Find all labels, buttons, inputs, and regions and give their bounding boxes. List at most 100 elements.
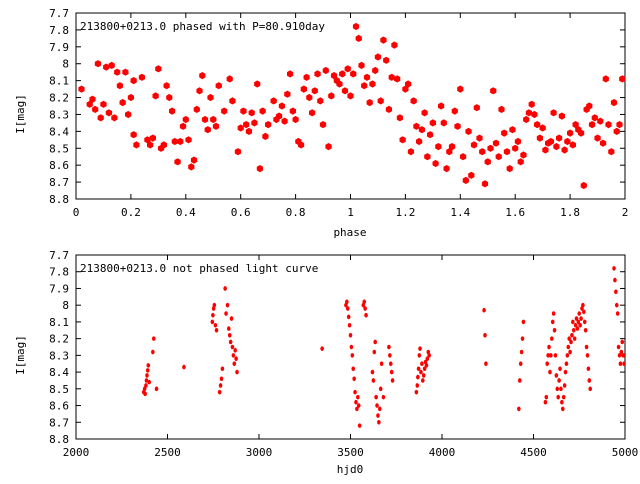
data-point (276, 112, 283, 120)
data-point (597, 117, 604, 125)
data-point (421, 109, 428, 117)
data-point (379, 361, 384, 367)
data-point (563, 369, 568, 375)
data-point (435, 143, 442, 151)
data-point (259, 107, 266, 115)
data-point (377, 97, 384, 105)
data-point (418, 346, 422, 351)
data-point (144, 378, 149, 383)
data-point (364, 312, 368, 318)
data-point (572, 121, 579, 129)
x-tick-label: 4500 (520, 446, 547, 459)
data-point (525, 109, 532, 117)
data-point (578, 322, 582, 328)
y-tick-label: 8.6 (49, 400, 69, 413)
data-point (407, 148, 414, 156)
data-point (553, 353, 558, 358)
data-point (144, 136, 151, 144)
data-point (616, 344, 621, 350)
data-point (111, 114, 118, 122)
data-point (566, 344, 571, 350)
data-point (560, 399, 564, 405)
data-point (353, 389, 357, 395)
data-point (374, 394, 378, 400)
data-point (372, 349, 377, 355)
data-point (414, 389, 419, 395)
data-point (146, 363, 151, 368)
data-point (322, 66, 329, 75)
data-point (617, 353, 622, 358)
data-point (528, 100, 535, 108)
data-point (185, 136, 192, 144)
data-point (573, 322, 578, 328)
data-point (229, 97, 236, 105)
data-point (476, 134, 483, 142)
x-axis-label-phase: phase (333, 226, 366, 239)
data-point (618, 361, 623, 367)
data-point (226, 75, 233, 83)
data-point (546, 353, 550, 358)
data-point (605, 121, 612, 129)
data-point (558, 366, 562, 372)
data-point (230, 344, 235, 350)
data-point (594, 134, 601, 142)
data-point (571, 319, 575, 325)
phased-points (78, 22, 626, 190)
y-tick-label: 7.9 (49, 41, 69, 54)
data-point (223, 286, 227, 291)
data-point (517, 406, 521, 412)
data-point (377, 406, 382, 412)
data-point (363, 306, 367, 311)
data-point (144, 383, 148, 388)
data-point (92, 105, 99, 113)
data-point (105, 109, 113, 117)
data-point (481, 180, 489, 188)
data-point (328, 92, 335, 100)
y-tick-label: 8.1 (49, 316, 69, 329)
data-point (547, 137, 554, 146)
data-point (358, 61, 365, 69)
data-point (380, 36, 387, 44)
data-point (388, 73, 395, 81)
data-point (89, 95, 96, 103)
y-tick-label: 8.4 (49, 125, 69, 138)
data-point (561, 146, 568, 154)
data-point (582, 319, 587, 325)
data-point (424, 153, 431, 161)
data-point (520, 336, 525, 341)
data-point (122, 68, 129, 76)
data-point (345, 306, 350, 311)
data-point (78, 85, 85, 93)
data-point (130, 131, 137, 139)
data-point (145, 373, 149, 378)
data-point (160, 141, 167, 149)
data-point (133, 141, 140, 149)
data-point (492, 139, 500, 147)
data-point (354, 399, 358, 405)
data-point (284, 90, 291, 98)
data-point (356, 403, 361, 408)
data-point (388, 353, 392, 358)
data-point (586, 366, 591, 372)
data-point (127, 93, 134, 102)
data-point (462, 176, 469, 184)
data-point (243, 121, 250, 129)
data-point (459, 153, 467, 161)
data-point (224, 311, 228, 316)
data-point (306, 93, 313, 102)
x-axis-label-hjd0: hjd0 (337, 463, 364, 476)
data-point (235, 369, 239, 375)
data-point (419, 369, 423, 375)
data-point (116, 82, 123, 90)
data-point (119, 99, 126, 107)
data-point (336, 80, 343, 88)
y-tick-label: 8.2 (49, 333, 69, 346)
data-point (138, 73, 145, 81)
data-point (234, 356, 238, 362)
panel-title-phased: 213800+0213.0 phased with P=80.910day (80, 20, 325, 33)
data-point (233, 348, 238, 353)
y-tick-label: 8 (62, 299, 69, 312)
data-point (440, 119, 447, 127)
data-point (347, 322, 352, 328)
data-point (548, 369, 552, 375)
